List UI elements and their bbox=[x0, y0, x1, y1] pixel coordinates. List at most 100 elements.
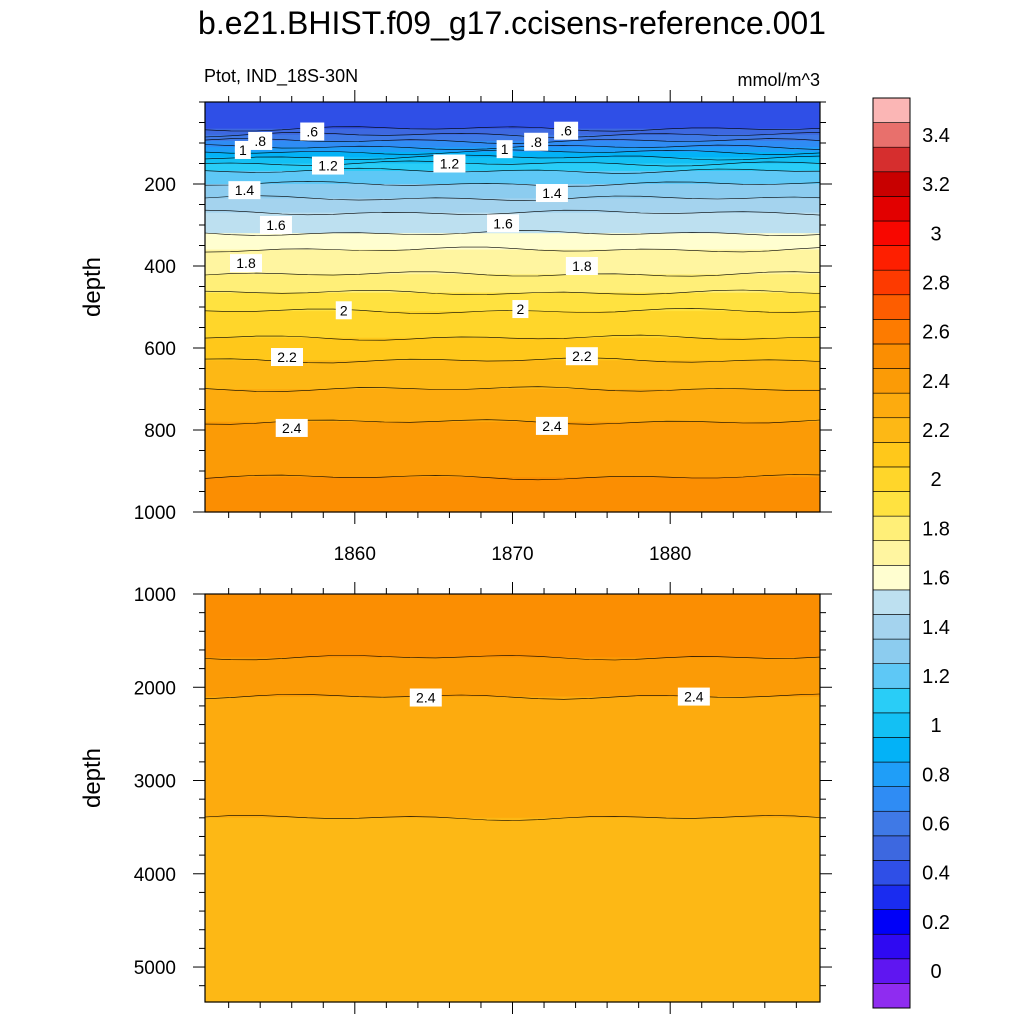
colorbar-segment bbox=[872, 958, 911, 984]
colorbar-segment bbox=[872, 860, 911, 886]
y-tick-label: 2000 bbox=[134, 678, 176, 699]
contour-fill-band bbox=[205, 360, 820, 390]
y-tick-label: 1000 bbox=[134, 503, 176, 524]
contour-label-box bbox=[234, 140, 251, 159]
contour-label-box bbox=[248, 131, 273, 150]
contour-line bbox=[204, 180, 821, 187]
colorbar-segment bbox=[872, 810, 911, 837]
contour-label: 2.4 bbox=[416, 690, 436, 706]
contour-label-box bbox=[230, 254, 262, 273]
x-tick-label: 1870 bbox=[491, 544, 533, 565]
contour-fill-band bbox=[205, 657, 820, 698]
colorbar-label: 1.2 bbox=[922, 666, 950, 688]
contour-label: .8 bbox=[530, 134, 542, 150]
colorbar-label: 1 bbox=[930, 715, 941, 737]
colorbar-segment bbox=[872, 909, 911, 935]
colorbar-frame bbox=[872, 97, 911, 1009]
contour-fill-band bbox=[205, 134, 820, 142]
colorbar-segment bbox=[872, 196, 911, 222]
contour-fill-band bbox=[205, 233, 820, 251]
contour-fill-band bbox=[205, 337, 820, 361]
contour-label-box bbox=[312, 156, 344, 175]
contour-label: 2.4 bbox=[542, 418, 562, 434]
contour-fill-band bbox=[205, 163, 820, 172]
y-tick-label: 800 bbox=[144, 421, 176, 442]
colorbar-segment bbox=[872, 368, 911, 394]
variable-label: Ptot, IND_18S-30N bbox=[204, 66, 358, 87]
contour-fill-band bbox=[205, 102, 820, 130]
contour-fill-band bbox=[205, 170, 820, 185]
y-tick-label: 3000 bbox=[134, 772, 176, 793]
contour-label-box bbox=[275, 418, 308, 437]
contour-line bbox=[204, 334, 821, 341]
contour-line bbox=[204, 195, 821, 201]
colorbar-segment bbox=[872, 171, 911, 197]
contour-line bbox=[204, 160, 821, 167]
contour-label-box bbox=[259, 216, 292, 234]
contour-line bbox=[204, 246, 821, 253]
contour-label: 1 bbox=[239, 142, 247, 158]
x-tick-label: 1880 bbox=[649, 544, 691, 565]
contour-label: 1.6 bbox=[493, 215, 513, 231]
lower-depth-panel: 2.4 2.4 1000 2000 3000 4000 5000 depth bbox=[79, 582, 832, 1014]
colorbar-segment bbox=[872, 417, 911, 443]
y-tick-label: 600 bbox=[144, 339, 176, 360]
y-tick-label: 4000 bbox=[134, 865, 176, 886]
contour-fill-band bbox=[205, 274, 820, 294]
contour-label: 1.4 bbox=[542, 185, 562, 201]
contour-label-box bbox=[433, 154, 466, 173]
colorbar-label: 0.8 bbox=[922, 764, 950, 786]
contour-label: 1.2 bbox=[318, 158, 338, 174]
contour-line bbox=[204, 209, 821, 216]
contour-fill-band bbox=[205, 157, 820, 165]
contour-line bbox=[204, 655, 821, 661]
colorbar-label: 3.2 bbox=[922, 174, 950, 196]
colorbar-label: 1.8 bbox=[922, 518, 950, 540]
colorbar-segment bbox=[872, 663, 911, 689]
contour-label: 2.2 bbox=[572, 348, 592, 364]
contour-label-box bbox=[535, 184, 568, 203]
colorbar-label: 0.2 bbox=[922, 912, 950, 934]
contour-label-box bbox=[677, 687, 710, 706]
colorbar-segment bbox=[872, 589, 911, 615]
contour-fill-band bbox=[205, 696, 820, 819]
contour-label: 2 bbox=[340, 302, 348, 318]
colorbar-segment bbox=[872, 835, 911, 861]
colorbar-label: 2.8 bbox=[922, 272, 950, 294]
colorbar-label: 0.4 bbox=[922, 863, 950, 885]
contour-label: .6 bbox=[560, 123, 572, 139]
contour-label-box bbox=[487, 214, 520, 233]
colorbar-segment bbox=[872, 884, 911, 910]
colorbar-segment bbox=[872, 983, 911, 1009]
colorbar-label: 0.6 bbox=[922, 814, 950, 836]
colorbar-segment bbox=[872, 294, 911, 320]
colorbar-segment bbox=[872, 122, 911, 148]
contour-label-box bbox=[565, 347, 598, 366]
colorbar-segment bbox=[872, 97, 911, 123]
contour-label: 2.2 bbox=[277, 349, 297, 365]
contour-line bbox=[204, 386, 821, 392]
contour-label-box bbox=[496, 140, 513, 159]
contour-fill-band bbox=[205, 184, 820, 199]
contour-line bbox=[204, 289, 821, 296]
contour-label-box bbox=[228, 181, 261, 200]
colorbar-label: 2.2 bbox=[922, 420, 950, 442]
contour-line bbox=[204, 271, 821, 277]
contour-fill-band bbox=[205, 389, 820, 423]
contour-label: 2.4 bbox=[282, 420, 302, 436]
colorbar: 0 0.2 0.4 0.6 0.8 1 1.2 1.4 1.6 1.8 2 2.2 2.4 2.6 2.8 3… bbox=[872, 97, 950, 1009]
contour-label: 2 bbox=[516, 301, 524, 317]
contour-label: .8 bbox=[254, 133, 266, 149]
contour-fill-band bbox=[205, 198, 820, 214]
colorbar-segment bbox=[872, 786, 911, 812]
y-tick-label: 5000 bbox=[134, 958, 176, 979]
colorbar-segment bbox=[872, 515, 911, 542]
colorbar-segment bbox=[872, 933, 911, 960]
colorbar-segment bbox=[872, 269, 911, 296]
contour-line bbox=[204, 357, 821, 364]
y-axis-title: depth bbox=[79, 748, 106, 808]
contour-label: .6 bbox=[306, 124, 318, 140]
colorbar-segment bbox=[872, 442, 911, 468]
contour-label-box bbox=[512, 300, 529, 319]
